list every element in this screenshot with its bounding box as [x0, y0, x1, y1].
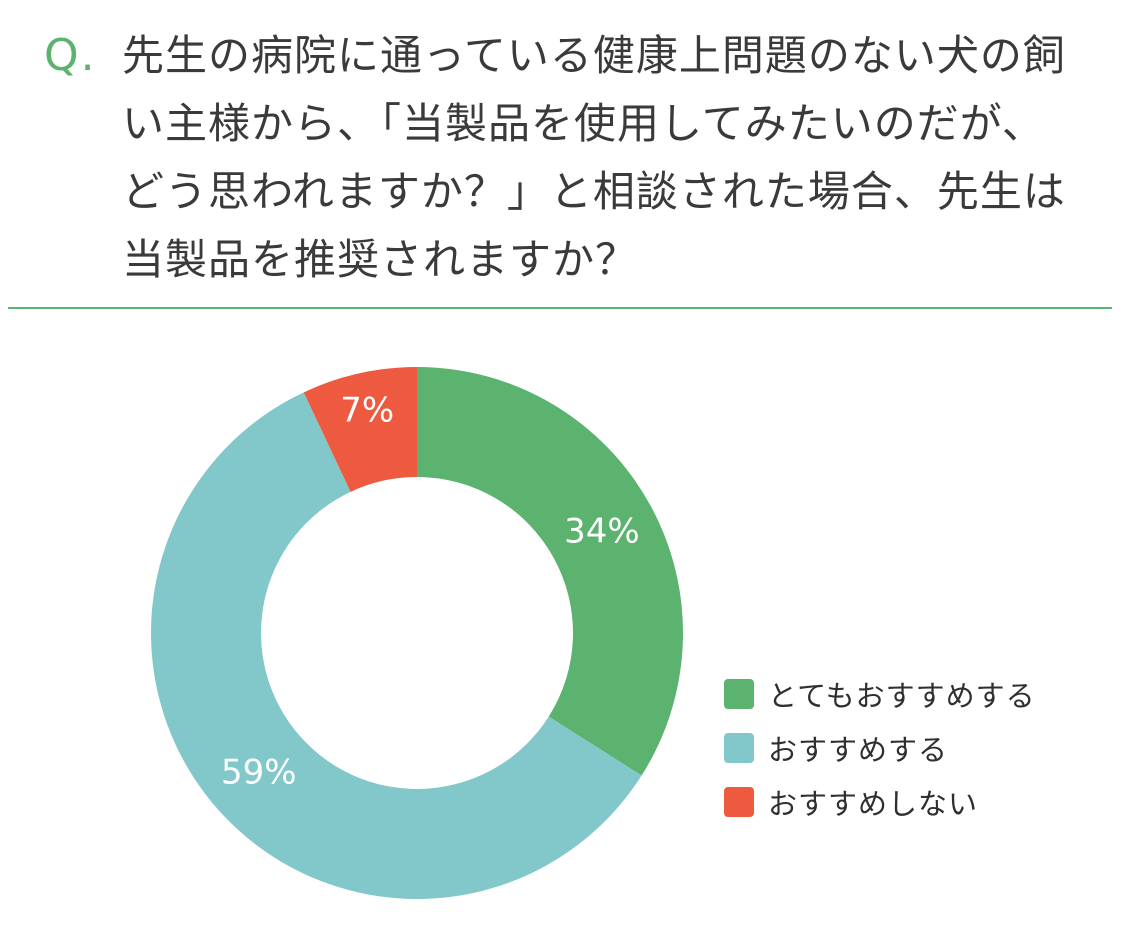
legend-swatch: [724, 733, 754, 763]
legend-label: とてもおすすめする: [768, 679, 1036, 713]
legend-swatch: [724, 787, 754, 817]
legend-item-not-recommend: おすすめしない: [724, 784, 1036, 821]
divider: [8, 307, 1112, 309]
question: Q. 先生の病院に通っている健康上問題のない犬の飼い主様から、「当製品を使用して…: [44, 22, 1104, 294]
legend-label: おすすめする: [768, 733, 949, 767]
legend-label: おすすめしない: [768, 787, 979, 821]
legend-item-recommend: おすすめする: [724, 730, 1036, 767]
slice-not-recommend: [303, 367, 417, 492]
slice-label-recommend: 59%: [221, 753, 297, 793]
slice-label-strongly-recommend: 34%: [564, 511, 640, 551]
question-mark: Q.: [44, 30, 97, 81]
slice-recommend: [151, 392, 642, 899]
legend: とてもおすすめする おすすめする おすすめしない: [724, 676, 1036, 838]
legend-swatch: [724, 679, 754, 709]
slice-label-not-recommend: 7%: [340, 390, 394, 430]
question-text: 先生の病院に通っている健康上問題のない犬の飼い主様から、「当製品を使用してみたい…: [122, 31, 1066, 284]
slice-strongly-recommend: [417, 367, 684, 776]
legend-item-strongly-recommend: とてもおすすめする: [724, 676, 1036, 713]
